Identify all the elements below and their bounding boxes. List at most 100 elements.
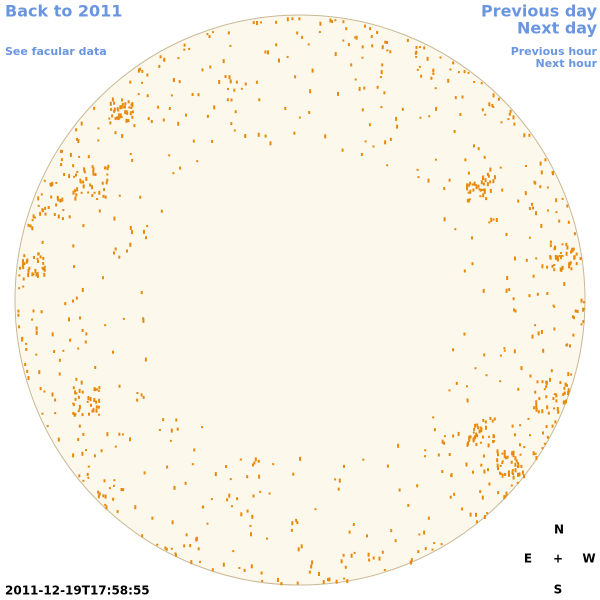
facula [487,443,490,448]
facula [416,168,419,171]
facula [208,35,211,38]
facula [60,150,62,153]
facula [178,80,181,84]
facula [301,35,304,39]
facula [19,266,21,270]
facula [565,383,568,387]
facula [137,68,140,73]
facula [484,420,487,424]
facula [448,453,451,456]
facula [228,493,231,498]
facula [481,435,484,439]
facula [505,288,508,293]
facula [540,329,543,334]
next-hour-link[interactable]: Next hour [536,57,598,70]
facula [80,121,83,126]
facula [110,108,113,111]
facula [561,243,564,246]
facula [535,456,538,461]
facula [197,547,200,551]
facula [307,43,310,46]
facula [36,257,39,260]
facula [360,153,363,156]
facula [544,158,547,162]
facula [128,106,131,109]
facula [24,363,27,366]
facula [482,288,485,293]
facula [571,250,574,253]
facula [511,469,514,472]
facula [432,73,435,75]
facula [549,255,552,260]
facula [40,193,43,196]
facula [527,417,530,420]
facula [117,113,120,117]
facula [127,119,130,123]
facula [89,397,92,402]
facula [47,206,50,209]
next-day-link[interactable]: Next day [517,19,598,38]
facula [519,453,522,456]
facula [108,487,111,490]
previous-hour-link[interactable]: Previous hour [511,45,598,58]
facula [78,424,81,428]
facula [553,327,556,331]
facula [376,85,379,89]
facula [496,458,499,463]
facula [418,65,421,68]
facula [27,275,30,278]
facula [212,31,214,34]
facula [158,429,161,431]
facula [68,174,71,179]
facula [553,393,556,396]
facula [431,548,434,551]
facula [545,380,548,385]
facula [512,473,515,475]
facula [452,434,455,438]
facula [156,543,159,546]
facula [98,209,101,213]
facula [503,349,506,352]
facula [480,180,483,185]
facula [276,580,279,582]
facula [551,424,554,428]
facular-link[interactable]: See facular data [5,45,107,58]
facula [75,193,78,197]
facula [37,260,39,263]
facula [468,198,471,201]
facula [296,521,299,524]
facula [514,256,516,261]
facula [89,183,92,187]
facula [35,272,38,277]
facula [104,503,107,506]
facula [342,39,345,42]
facula [499,380,502,383]
facula [565,344,568,347]
facula [91,165,94,169]
facula [206,522,209,525]
facula [381,63,384,67]
facula [553,268,556,272]
facula [57,437,60,442]
previous-day-link[interactable]: Previous day [481,2,598,21]
facula [495,218,498,222]
facula [75,392,78,395]
facula [62,349,65,352]
back-link[interactable]: Back to 2011 [5,2,122,21]
facula [541,264,544,269]
facula [39,255,42,259]
facula [556,407,559,411]
facula [563,391,566,395]
facula [481,108,484,112]
facula [75,296,78,300]
facula [17,313,20,317]
facula [238,567,241,569]
facula [79,181,82,184]
facula [430,76,433,80]
facula [264,134,267,138]
facula [36,272,39,276]
facula [416,484,419,488]
facula [79,178,82,183]
facula [104,324,107,327]
facula [565,251,568,256]
